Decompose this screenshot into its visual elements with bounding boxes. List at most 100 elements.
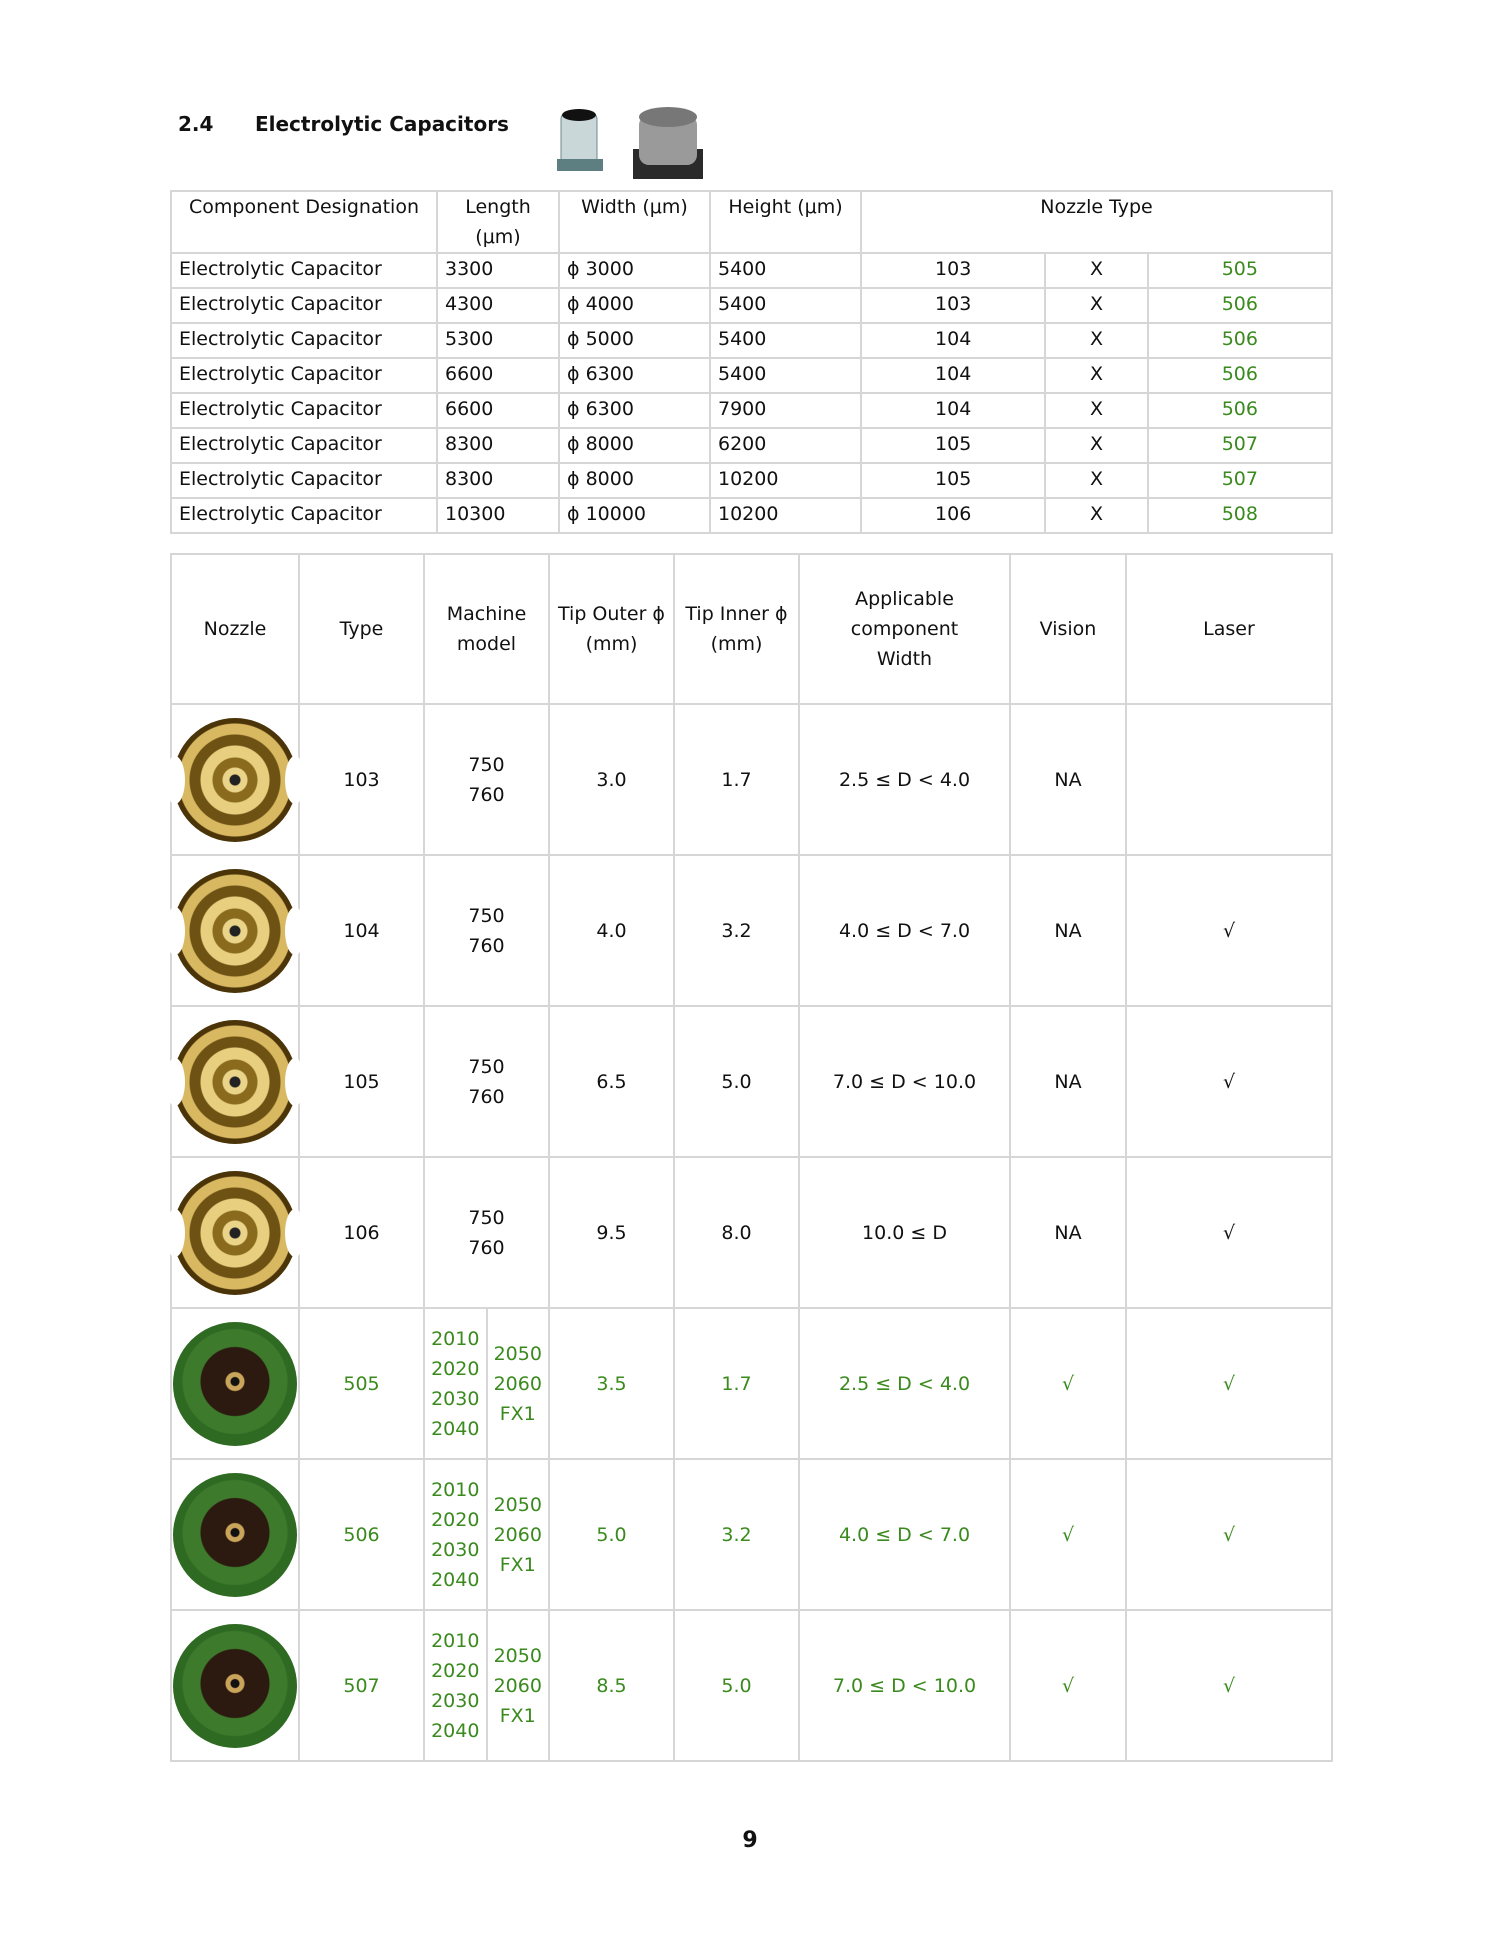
length-cell: 5300 bbox=[436, 322, 560, 359]
vision-cell: √ bbox=[1009, 1307, 1127, 1460]
nozzle-type-cell: 505 bbox=[1146, 252, 1334, 289]
nozzle-image bbox=[173, 1623, 297, 1748]
type-cell: 505 bbox=[298, 1307, 425, 1460]
section-number: 2.4 bbox=[178, 112, 214, 136]
tip-outer-cell: 3.0 bbox=[548, 703, 675, 856]
tip-outer-cell: 6.5 bbox=[548, 1005, 675, 1158]
table-row: Electrolytic Capacitor 3300 ϕ 3000 5400 103 X… bbox=[170, 252, 1334, 289]
table-row: 505 2010 2020 2030 2040 2050 2060 FX1 3.5 1.7 2.5 … bbox=[170, 1307, 1333, 1460]
width-cell: ϕ 6300 bbox=[558, 392, 711, 429]
height-cell: 5400 bbox=[709, 287, 862, 324]
table-row: 104 750 760 4.0 3.2 4.0 ≤ D < 7.0 NA √ bbox=[165, 854, 1333, 1007]
machine-model: FX1 bbox=[499, 1402, 536, 1425]
length-cell: 8300 bbox=[436, 427, 560, 464]
capacitor-dimensions-table: Component Designation Length (μm) Width … bbox=[170, 190, 1334, 534]
header-type: Type bbox=[298, 553, 425, 705]
laser-cell: √ bbox=[1125, 1609, 1333, 1762]
vision-cell: NA bbox=[1009, 703, 1127, 856]
machine-model-cell: 2050 2060 FX1 bbox=[485, 1458, 550, 1611]
applicable-width-cell: 4.0 ≤ D < 7.0 bbox=[798, 854, 1011, 1007]
nozzle-image bbox=[173, 1472, 297, 1597]
nozzle-type-cell: X bbox=[1044, 497, 1149, 534]
type-cell: 103 bbox=[298, 703, 425, 856]
nozzle-image bbox=[165, 868, 305, 993]
machine-model: 2030 bbox=[431, 1387, 480, 1410]
header-laser: Laser bbox=[1125, 553, 1333, 705]
header-applicable-width: Applicable component Width bbox=[798, 553, 1011, 705]
nozzle-image-cell bbox=[170, 1307, 300, 1460]
machine-model: FX1 bbox=[499, 1553, 536, 1576]
machine-model: 2050 bbox=[493, 1644, 542, 1667]
machine-model-cell: 750 760 bbox=[423, 1156, 550, 1309]
machine-model: 2010 bbox=[431, 1478, 480, 1501]
tip-inner-cell: 1.7 bbox=[673, 703, 800, 856]
machine-model: 2020 bbox=[431, 1659, 480, 1682]
table-row: Electrolytic Capacitor 8300 ϕ 8000 6200 105 X… bbox=[170, 427, 1334, 464]
machine-model: 2040 bbox=[431, 1719, 480, 1742]
nozzle-type-cell: X bbox=[1044, 322, 1149, 359]
vision-cell: √ bbox=[1009, 1458, 1127, 1611]
section-heading: 2.4 Electrolytic Capacitors bbox=[178, 112, 509, 136]
height-cell: 5400 bbox=[709, 252, 862, 289]
length-cell: 8300 bbox=[436, 462, 560, 499]
table-header-row: Component Designation Length (μm) Width … bbox=[170, 190, 1333, 254]
table-header-row: Nozzle Type Machine model Tip Outer ϕ (mm)… bbox=[170, 553, 1333, 705]
table-row: 506 2010 2020 2030 2040 2050 2060 FX1 5.0 3.2 4.0 … bbox=[170, 1458, 1333, 1611]
nozzle-type-cell: 104 bbox=[859, 392, 1047, 429]
tip-outer-cell: 8.5 bbox=[548, 1609, 675, 1762]
machine-model-cell: 750 760 bbox=[423, 854, 550, 1007]
nozzle-type-cell: 103 bbox=[859, 252, 1047, 289]
nozzle-image-cell bbox=[165, 1005, 305, 1158]
height-cell: 7900 bbox=[709, 392, 862, 429]
nozzle-image-cell bbox=[165, 854, 305, 1007]
machine-model: 760 bbox=[468, 1085, 505, 1108]
vision-cell: NA bbox=[1009, 854, 1127, 1007]
vision-cell: NA bbox=[1009, 1005, 1127, 1158]
capacitor-images bbox=[557, 107, 703, 179]
machine-model: 750 bbox=[468, 1055, 505, 1078]
nozzle-type-cell: 105 bbox=[859, 427, 1047, 464]
component-cell: Electrolytic Capacitor bbox=[170, 497, 438, 534]
nozzle-type-cell: 507 bbox=[1146, 462, 1334, 499]
component-cell: Electrolytic Capacitor bbox=[170, 462, 438, 499]
width-cell: ϕ 8000 bbox=[558, 427, 711, 464]
machine-model: 2020 bbox=[431, 1357, 480, 1380]
nozzle-type-cell: 105 bbox=[859, 462, 1047, 499]
nozzle-type-cell: X bbox=[1044, 252, 1149, 289]
tip-outer-cell: 4.0 bbox=[548, 854, 675, 1007]
nozzle-type-cell: 506 bbox=[1146, 392, 1334, 429]
machine-model: 760 bbox=[468, 783, 505, 806]
machine-model: 2040 bbox=[431, 1417, 480, 1440]
header-vision: Vision bbox=[1009, 553, 1127, 705]
machine-model: 2050 bbox=[493, 1493, 542, 1516]
nozzle-image bbox=[173, 1321, 297, 1446]
machine-model: 2010 bbox=[431, 1327, 480, 1350]
tip-inner-cell: 3.2 bbox=[673, 1458, 800, 1611]
width-cell: ϕ 4000 bbox=[558, 287, 711, 324]
laser-cell: √ bbox=[1125, 854, 1333, 1007]
table-row: 507 2010 2020 2030 2040 2050 2060 FX1 8.5 5.0 7.0 … bbox=[170, 1609, 1333, 1762]
length-cell: 4300 bbox=[436, 287, 560, 324]
height-cell: 10200 bbox=[709, 497, 862, 534]
width-cell: ϕ 6300 bbox=[558, 357, 711, 394]
nozzle-type-cell: X bbox=[1044, 392, 1149, 429]
machine-model-cell: 2050 2060 FX1 bbox=[485, 1609, 550, 1762]
header-tip-inner: Tip Inner ϕ (mm) bbox=[673, 553, 800, 705]
height-cell: 5400 bbox=[709, 357, 862, 394]
machine-model-cell: 2010 2020 2030 2040 bbox=[423, 1458, 488, 1611]
machine-model: 2010 bbox=[431, 1629, 480, 1652]
machine-model: 2030 bbox=[431, 1689, 480, 1712]
type-cell: 506 bbox=[298, 1458, 425, 1611]
applicable-width-cell: 2.5 ≤ D < 4.0 bbox=[798, 703, 1011, 856]
nozzle-type-cell: 506 bbox=[1146, 357, 1334, 394]
nozzle-image-cell bbox=[170, 1609, 300, 1762]
tip-inner-cell: 3.2 bbox=[673, 854, 800, 1007]
vision-cell: √ bbox=[1009, 1609, 1127, 1762]
machine-model: 750 bbox=[468, 1206, 505, 1229]
vision-cell: NA bbox=[1009, 1156, 1127, 1309]
table-row: Electrolytic Capacitor 8300 ϕ 8000 10200 105… bbox=[170, 462, 1334, 499]
component-cell: Electrolytic Capacitor bbox=[170, 287, 438, 324]
machine-model-cell: 750 760 bbox=[423, 703, 550, 856]
width-cell: ϕ 10000 bbox=[558, 497, 711, 534]
header-machine-model: Machine model bbox=[423, 553, 550, 705]
